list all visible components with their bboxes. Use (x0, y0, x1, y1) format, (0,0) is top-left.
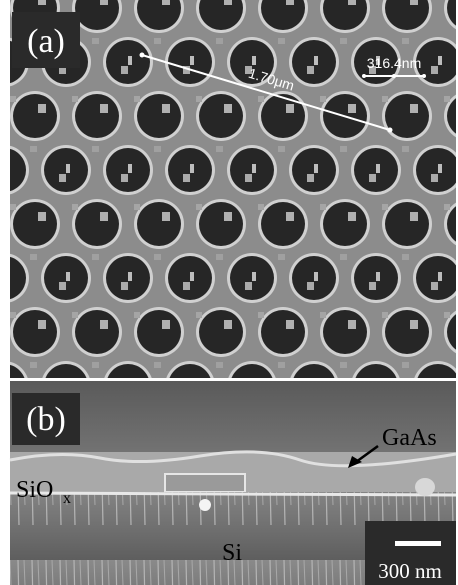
figure: (a) 1.70μm 316.4nm (b) GaAs SiO x Si 300… (0, 0, 458, 585)
panel-a: (a) 1.70μm 316.4nm (10, 0, 456, 378)
measure-end (388, 128, 393, 133)
layer-label: Si (222, 540, 242, 566)
scale-label: 300 nm (378, 559, 442, 583)
panel-label: (b) (26, 401, 66, 438)
measure-end (392, 74, 396, 78)
scale-bar (395, 541, 441, 546)
measure-end (362, 74, 366, 78)
measure-end (140, 53, 145, 58)
layer-label-subscript: x (63, 490, 71, 507)
interface (10, 493, 456, 495)
panel-b: (b) GaAs SiO x Si 300 nm (10, 381, 456, 585)
layer-label: SiO (16, 477, 53, 503)
page: (a) 1.70μm 316.4nm (b) GaAs SiO x Si 300… (0, 0, 458, 585)
layer-label: GaAs (382, 425, 437, 451)
particle (415, 478, 435, 496)
measure-end (422, 74, 426, 78)
crystal (165, 474, 245, 492)
panel-label: (a) (27, 23, 65, 60)
particle (199, 499, 211, 511)
measurement: 316.4nm (367, 55, 421, 71)
